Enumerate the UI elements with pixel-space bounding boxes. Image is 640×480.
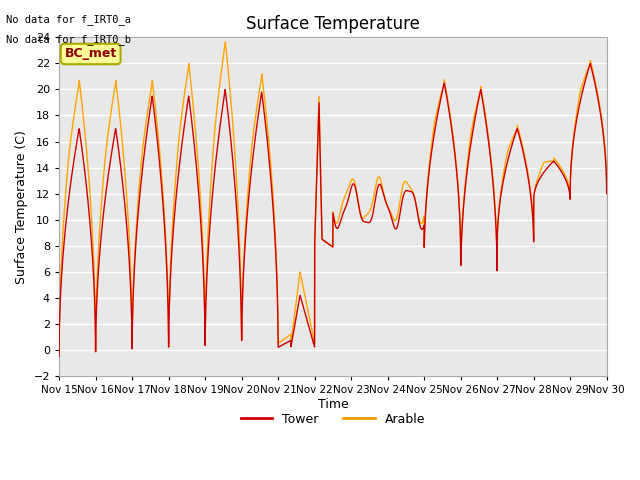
Tower bbox=[603, 191, 611, 196]
Line: Arable: Arable bbox=[59, 42, 607, 356]
Tower bbox=[55, 353, 63, 359]
Arable bbox=[456, 208, 463, 214]
Y-axis label: Surface Temperature (C): Surface Temperature (C) bbox=[15, 130, 28, 284]
Arable bbox=[312, 180, 320, 186]
Tower bbox=[602, 165, 610, 171]
Text: BC_met: BC_met bbox=[65, 48, 117, 60]
Text: No data for f_IRT0_a: No data for f_IRT0_a bbox=[6, 14, 131, 25]
Title: Surface Temperature: Surface Temperature bbox=[246, 15, 420, 33]
Tower bbox=[154, 139, 161, 145]
Arable bbox=[221, 39, 229, 45]
Tower bbox=[456, 209, 463, 215]
Arable bbox=[603, 191, 611, 196]
Tower bbox=[486, 156, 494, 161]
Tower bbox=[312, 187, 320, 193]
Arable bbox=[55, 353, 63, 359]
X-axis label: Time: Time bbox=[317, 398, 348, 411]
Arable bbox=[426, 162, 433, 168]
Line: Tower: Tower bbox=[59, 63, 607, 356]
Arable bbox=[154, 125, 161, 131]
Legend: Tower, Arable: Tower, Arable bbox=[236, 408, 430, 431]
Text: No data for f_IRT0_b: No data for f_IRT0_b bbox=[6, 34, 131, 45]
Tower bbox=[586, 60, 594, 66]
Arable bbox=[602, 162, 610, 168]
Tower bbox=[426, 168, 433, 174]
Arable bbox=[487, 154, 495, 159]
